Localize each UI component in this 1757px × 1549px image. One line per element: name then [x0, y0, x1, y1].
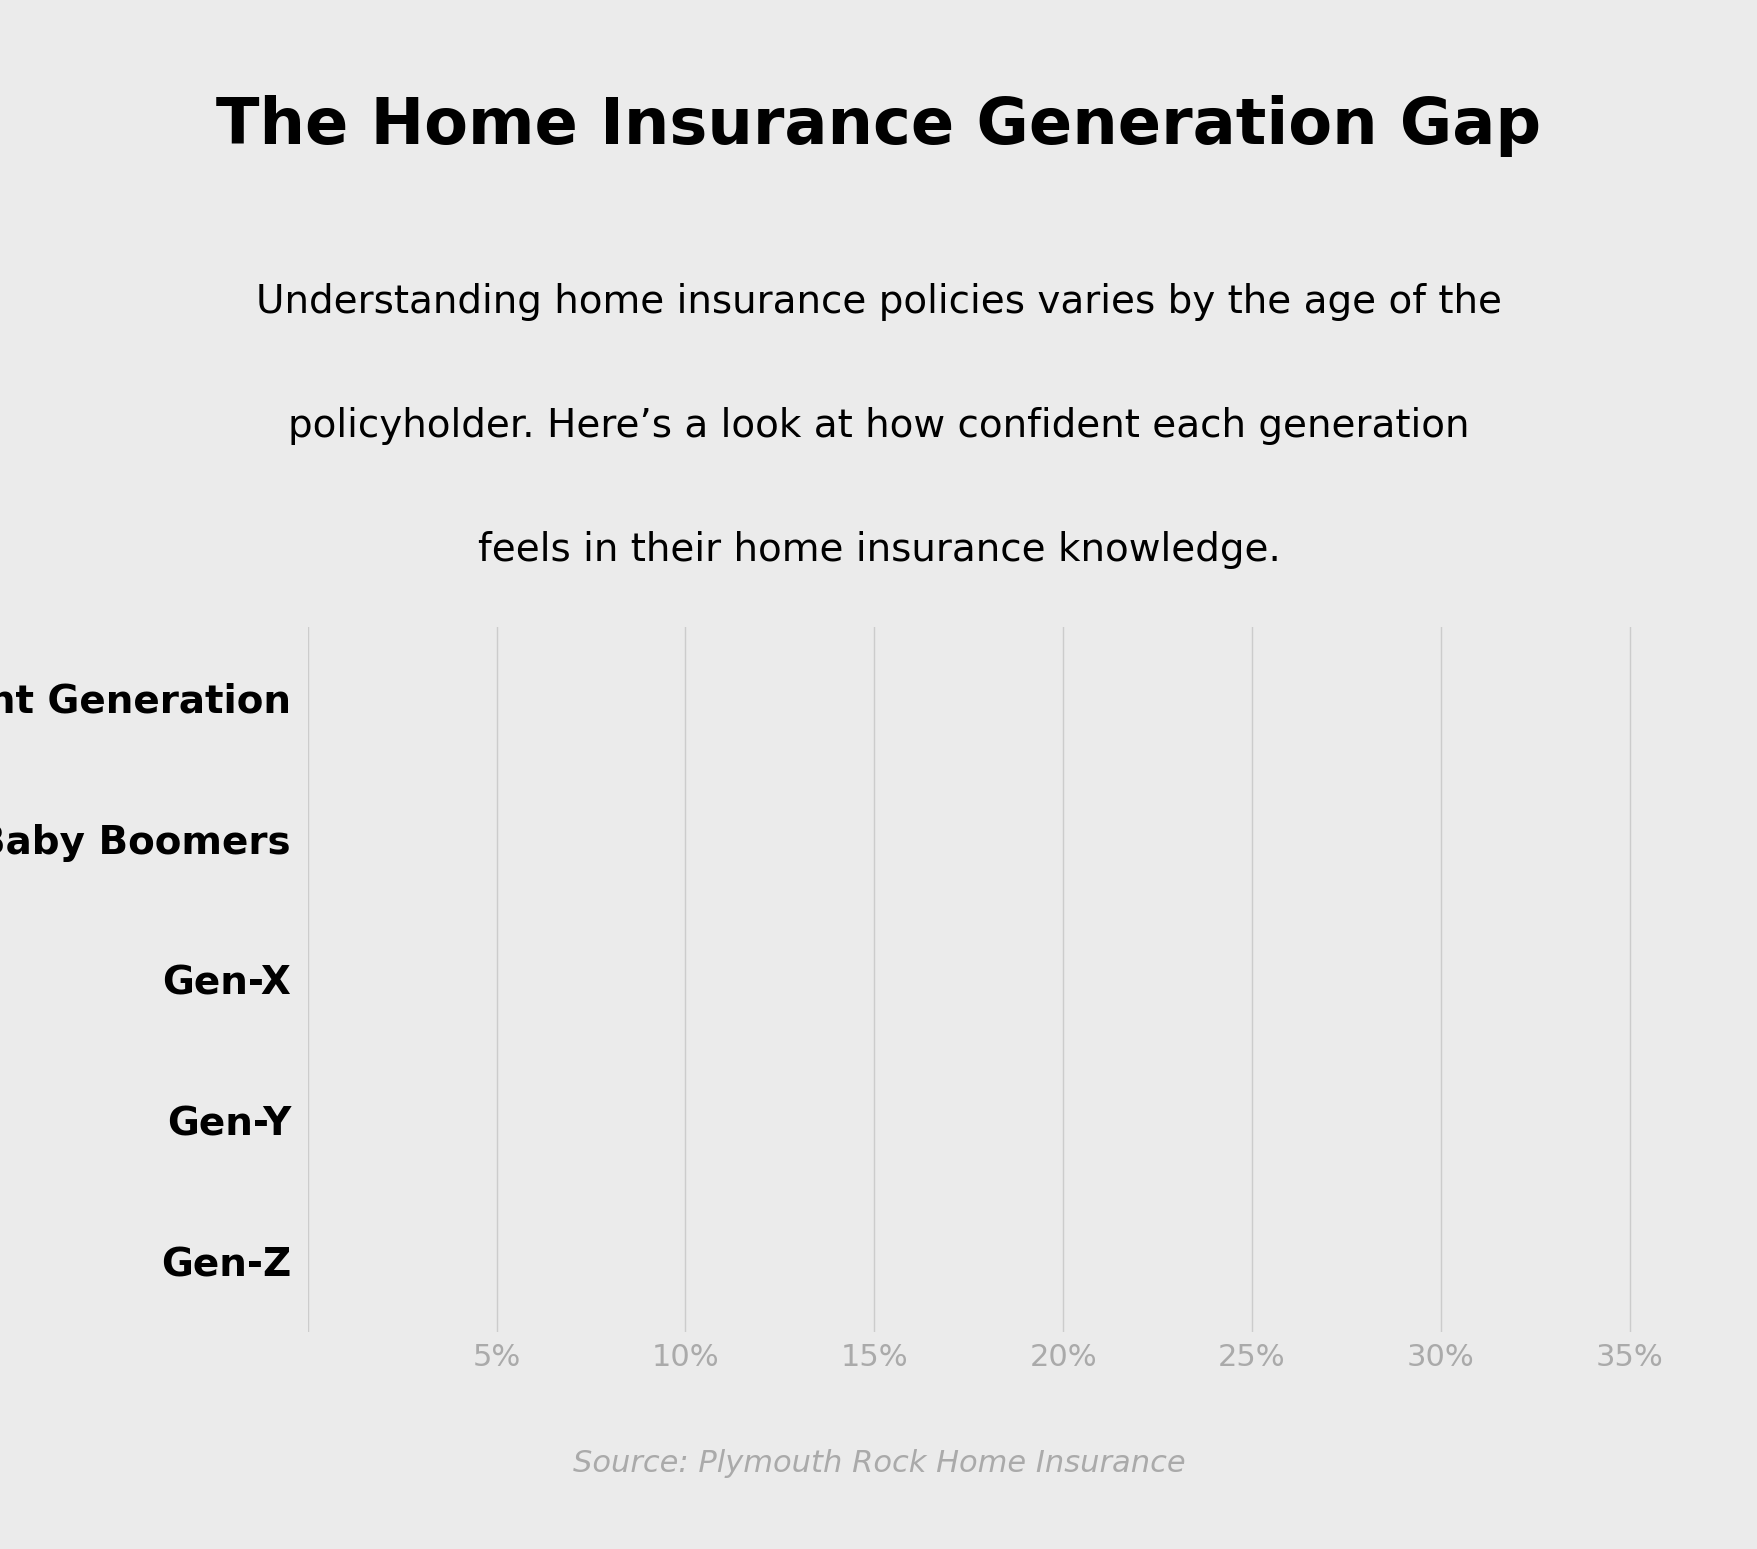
Text: The Home Insurance Generation Gap: The Home Insurance Generation Gap: [216, 94, 1541, 156]
Text: Understanding home insurance policies varies by the age of the

policyholder. He: Understanding home insurance policies va…: [257, 283, 1500, 568]
Text: Source: Plymouth Rock Home Insurance: Source: Plymouth Rock Home Insurance: [573, 1450, 1184, 1478]
